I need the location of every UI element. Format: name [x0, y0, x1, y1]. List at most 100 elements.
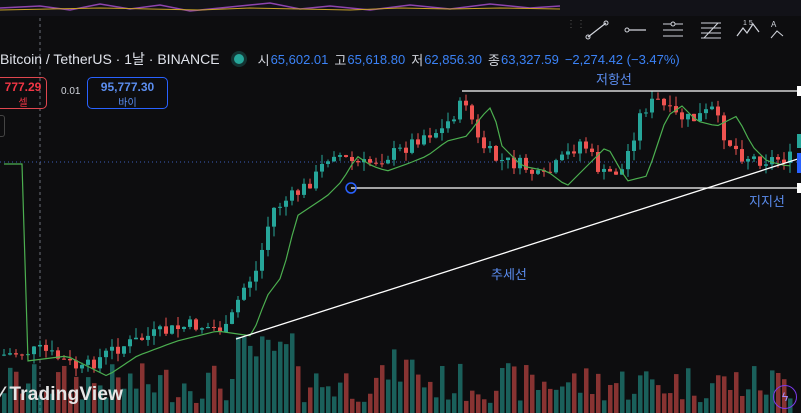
volume-bar	[638, 375, 643, 413]
candle-body	[722, 115, 726, 141]
candle-body	[116, 346, 120, 354]
candle-body	[572, 151, 576, 154]
volume-bar	[620, 371, 625, 413]
candle-body	[674, 106, 678, 113]
spread-value: 0.01	[61, 86, 81, 97]
parallel-channel-icon	[663, 21, 683, 37]
volume-bar	[584, 368, 589, 413]
candle-body	[20, 354, 24, 356]
more-tools-tool[interactable]: A	[770, 16, 786, 44]
volume-bar	[482, 399, 487, 413]
candle-body	[260, 249, 264, 271]
horizontal-ray-tool[interactable]	[618, 16, 652, 44]
elliott-wave-tool[interactable]: 1 5	[732, 16, 766, 44]
volume-bar	[404, 359, 409, 413]
volume-bar	[434, 397, 439, 413]
drawing-anchor-handle[interactable]	[345, 182, 357, 194]
candle-body	[2, 354, 6, 356]
candle-body	[38, 344, 42, 347]
candle-body	[602, 168, 606, 172]
market-status-icon[interactable]	[233, 54, 244, 64]
drawing-toolbar: ⋮⋮ 1 5 A	[566, 14, 801, 46]
candle-body	[536, 170, 540, 174]
parallel-channel-tool[interactable]	[656, 16, 690, 44]
volume-bar	[446, 399, 451, 413]
volume-bar	[542, 381, 547, 413]
candle-body	[458, 100, 462, 120]
volume-bar	[764, 394, 769, 413]
support-annotation[interactable]: 지지선	[749, 194, 785, 209]
candle-body	[80, 364, 84, 369]
volume-bar	[770, 370, 775, 413]
candle-body	[680, 112, 684, 120]
volume-bar	[722, 376, 727, 413]
buy-label: 바이	[118, 98, 137, 109]
support-price-marker	[797, 183, 801, 193]
volume-bar	[458, 363, 463, 413]
volume-bar	[608, 384, 613, 413]
volume-bar	[278, 341, 283, 413]
candle-body	[500, 160, 504, 162]
volume-bar	[224, 400, 229, 413]
volume-bar	[2, 393, 7, 413]
volume-bar	[416, 374, 421, 413]
volume-bar	[476, 394, 481, 413]
fib-retracement-tool[interactable]	[694, 16, 728, 44]
sell-button[interactable]: 777.29 셀	[0, 77, 47, 109]
candle-body	[416, 139, 420, 145]
candle-body	[656, 98, 660, 100]
volume-bar	[680, 399, 685, 413]
volume-bar	[86, 377, 91, 413]
volume-bar	[326, 386, 331, 413]
volume-bar	[230, 378, 235, 413]
indicator-strip	[0, 0, 801, 16]
volume-bar	[44, 391, 49, 413]
volume-bar	[296, 366, 301, 413]
candle-body	[146, 335, 150, 340]
symbol-title[interactable]: Bitcoin / TetherUS · 1날 · BINANCE	[0, 51, 220, 67]
volume-bar	[8, 367, 13, 413]
candle-body	[74, 360, 78, 369]
trend-line[interactable]	[235, 157, 801, 340]
candle-body	[218, 327, 222, 333]
volume-bar	[362, 401, 367, 413]
sell-label: 셀	[18, 98, 28, 109]
candle-body	[776, 157, 780, 160]
volume-bar	[734, 372, 739, 413]
watermark-text: TradingView	[9, 384, 124, 405]
volume-bar	[116, 377, 121, 413]
candle-body	[290, 190, 294, 201]
toolbar-grip-icon[interactable]: ⋮⋮	[566, 19, 586, 30]
candle-body	[158, 326, 162, 330]
left-panel-toggle[interactable]	[0, 115, 5, 137]
open-label: 시	[257, 52, 270, 68]
candle-body	[374, 162, 378, 164]
candle-body	[488, 146, 492, 149]
candle-body	[770, 157, 774, 165]
trend-line-tool[interactable]	[580, 16, 614, 44]
volume-bar	[596, 373, 601, 413]
volume-bar	[398, 381, 403, 413]
buy-button[interactable]: 95,777.30 바이	[87, 77, 168, 109]
change-value: −2,274.42 (−3.47%)	[564, 51, 680, 67]
candle-body	[482, 137, 486, 149]
candle-body	[248, 281, 252, 288]
lightning-icon[interactable]: ϟ	[773, 385, 797, 409]
volume-bar	[182, 383, 187, 413]
resistance-annotation[interactable]: 저항선	[596, 72, 632, 87]
volume-bar	[440, 366, 445, 413]
candle-body	[86, 359, 90, 365]
open-value: 65,602.01	[270, 51, 329, 67]
candle-body	[182, 326, 186, 330]
volume-bar	[14, 371, 19, 413]
volume-bar	[530, 374, 535, 413]
candle-body	[230, 312, 234, 324]
trend-annotation[interactable]: 추세선	[491, 267, 527, 282]
volume-bar	[710, 383, 715, 413]
volume-bar	[518, 400, 523, 413]
volume-bar	[602, 400, 607, 413]
candle-body	[368, 159, 372, 163]
volume-bar	[350, 398, 355, 413]
volume-bar	[662, 393, 667, 413]
